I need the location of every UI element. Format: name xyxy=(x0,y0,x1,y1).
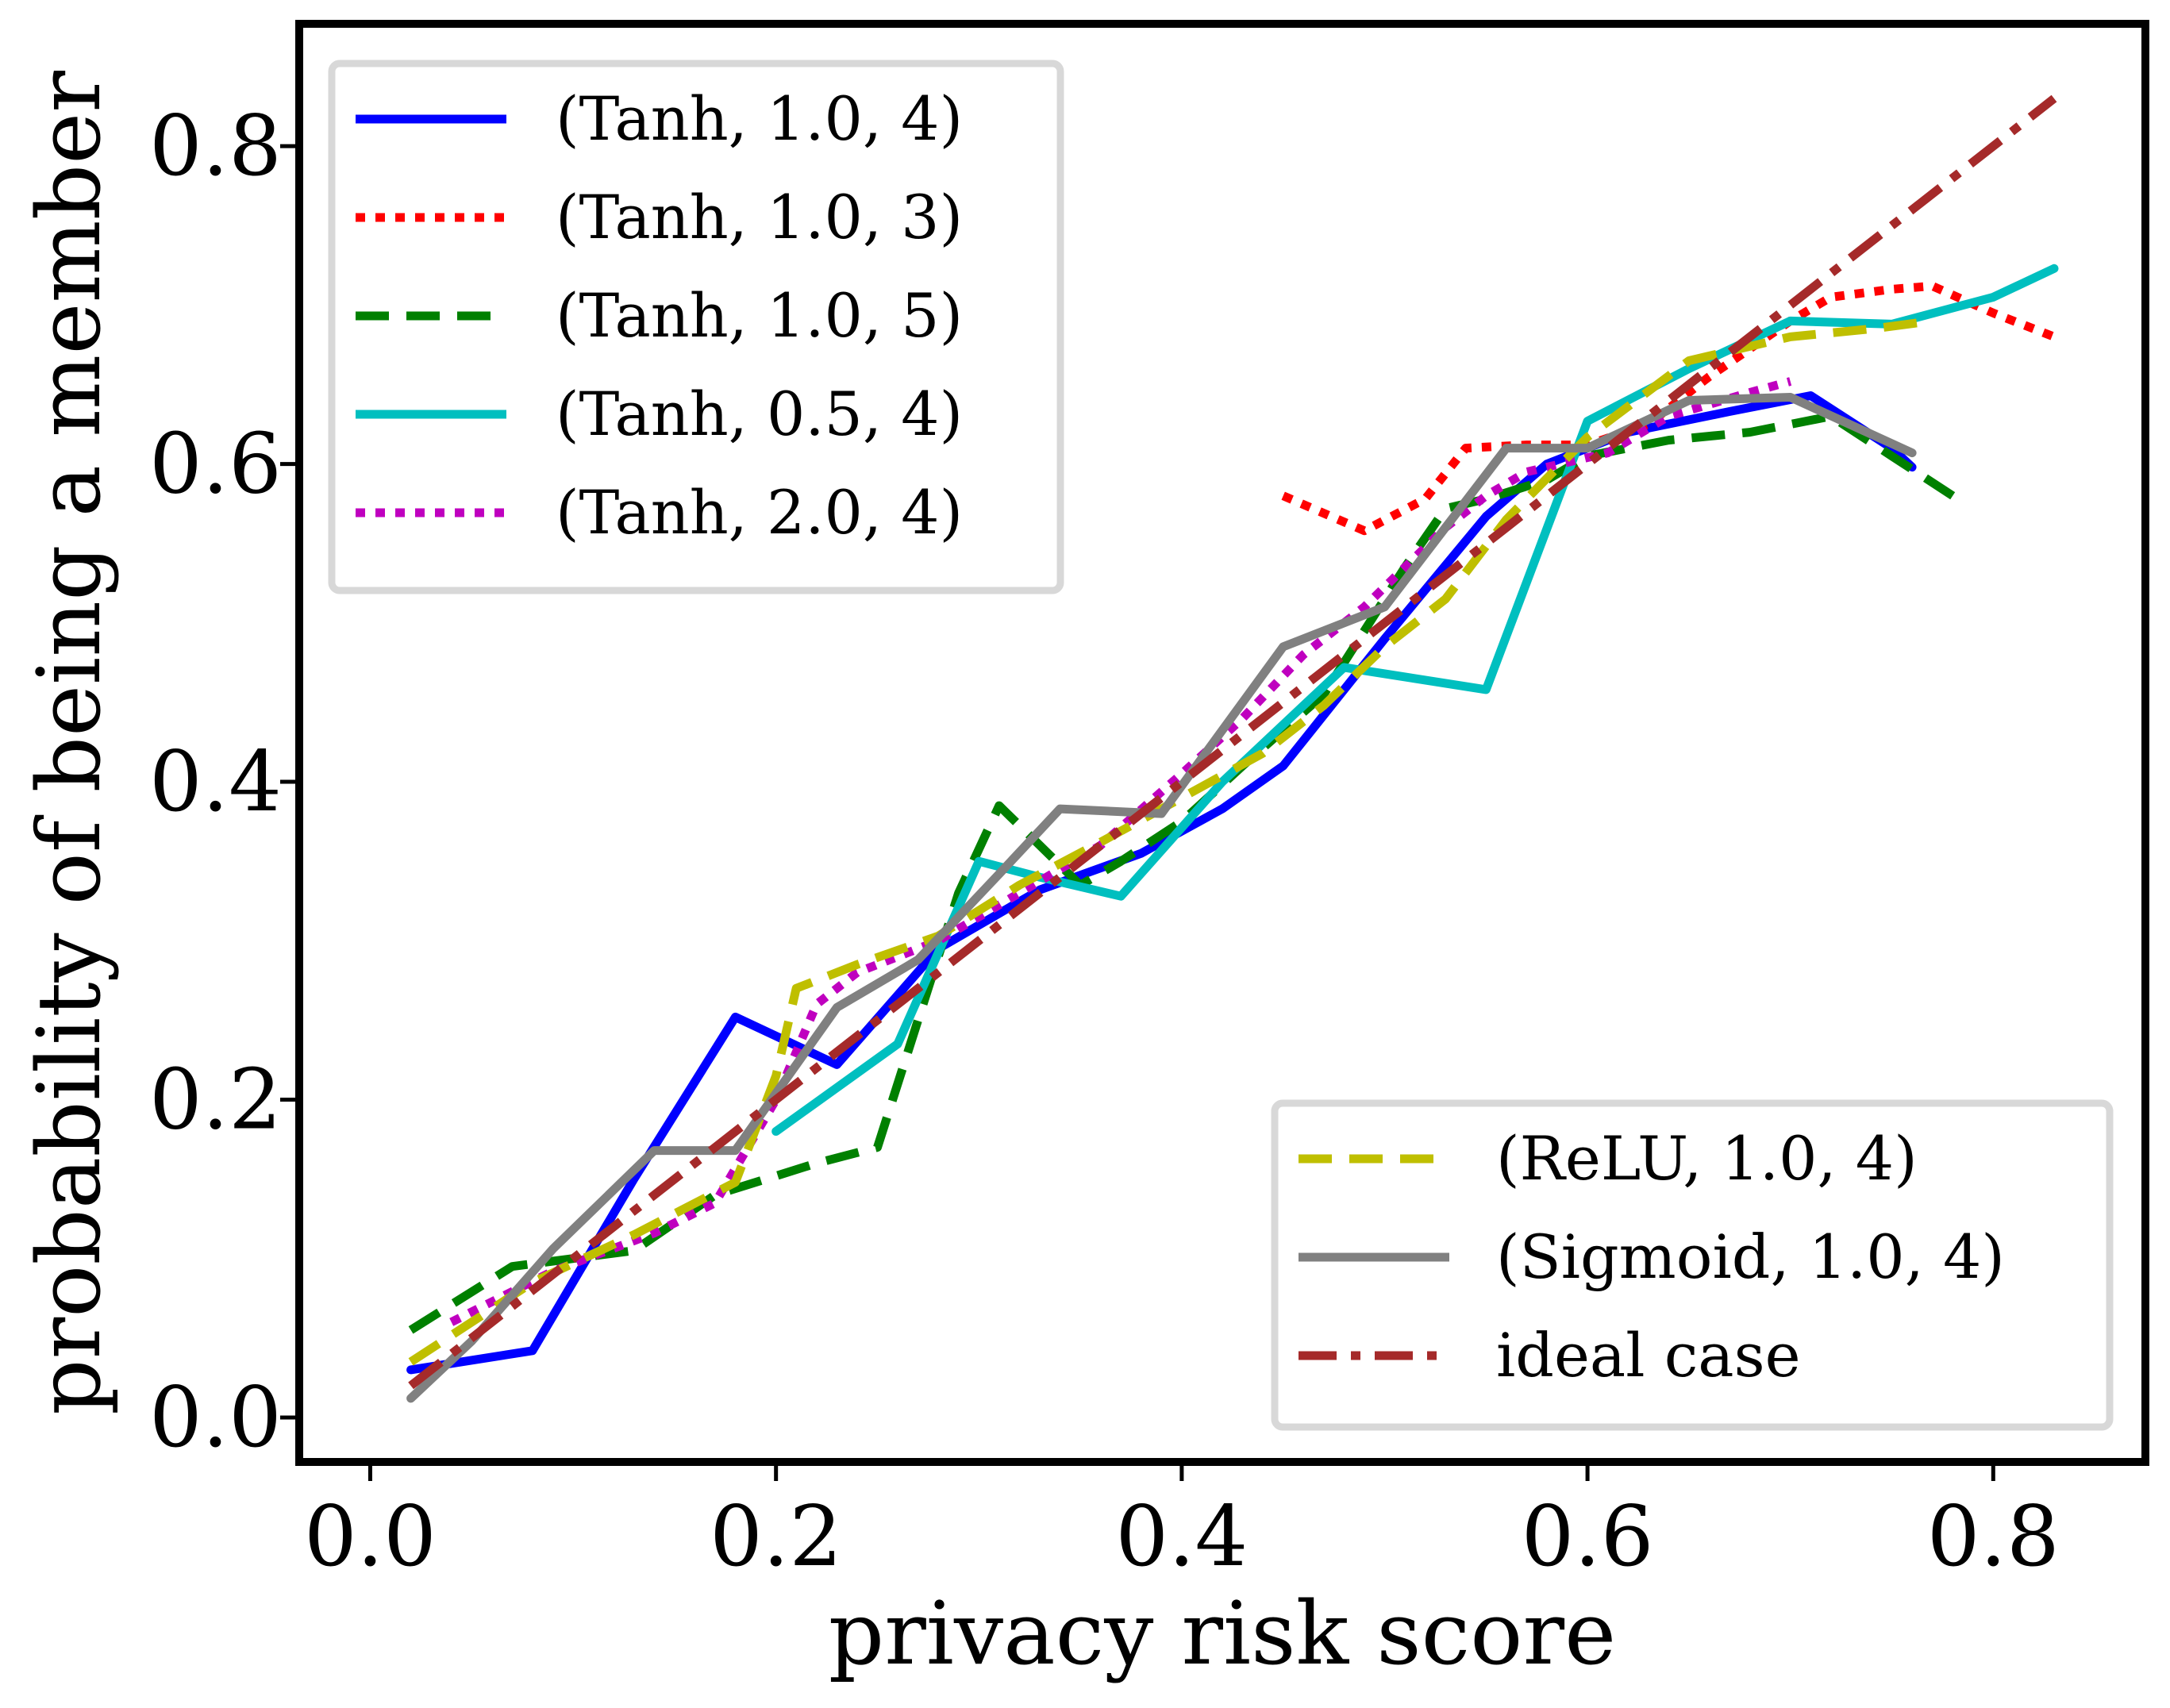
legend-frame xyxy=(1271,1099,2114,1431)
y-axis-label: probability of being a member xyxy=(18,71,120,1415)
y-tick-label: 0.4 xyxy=(149,733,282,830)
series-line-tanh-1-0-4 xyxy=(406,391,1917,1375)
legend-label-tanh-2-0-4: (Tanh, 2.0, 4) xyxy=(556,477,963,548)
x-tick-label: 0.6 xyxy=(1522,1488,1654,1585)
legend-label-tanh-1-0-4: (Tanh, 1.0, 4) xyxy=(556,83,963,154)
legend-label-ideal-case: ideal case xyxy=(1496,1320,1801,1391)
x-tick-label: 0.8 xyxy=(1927,1488,2060,1585)
y-tick-label: 0.8 xyxy=(149,98,282,194)
x-axis-label: privacy risk score xyxy=(829,1583,1616,1684)
legend-label-sigmoid-1-0-4: (Sigmoid, 1.0, 4) xyxy=(1496,1221,2005,1292)
y-tick-label: 0.0 xyxy=(149,1369,282,1466)
plot-frame xyxy=(295,20,2149,1466)
legend-label-tanh-0-5-4: (Tanh, 0.5, 4) xyxy=(556,379,963,449)
legend-lower-right: (ReLU, 1.0, 4) (Sigmoid, 1.0, 4) ideal cas… xyxy=(1271,1099,2114,1431)
x-tick-label: 0.4 xyxy=(1115,1488,1248,1585)
series-line-tanh-2-0-4 xyxy=(449,377,1792,1326)
x-tick-label: 0.2 xyxy=(710,1488,842,1585)
series-line-tanh-1-0-3 xyxy=(1281,281,2056,536)
series-line-ideal-case xyxy=(408,94,2057,1390)
series-line-tanh-0-5-4 xyxy=(771,264,2059,1136)
legend-label-relu-1-0-4: (ReLU, 1.0, 4) xyxy=(1496,1123,1918,1194)
legend-label-tanh-1-0-5: (Tanh, 1.0, 5) xyxy=(556,280,963,351)
y-tick-label: 0.2 xyxy=(149,1051,282,1148)
series-line-relu-1-0-4 xyxy=(408,316,1933,1366)
axis-ticks: 0.0 0.2 0.4 0.6 0.8 0.0 0.2 0.4 0.6 0.8 xyxy=(149,98,2060,1585)
legend-upper-left: (Tanh, 1.0, 4) (Tanh, 1.0, 3) (Tanh, 1.0, … xyxy=(328,60,1064,594)
y-tick-label: 0.6 xyxy=(149,416,282,513)
x-tick-label: 0.0 xyxy=(304,1488,437,1585)
legend-label-tanh-1-0-3: (Tanh, 1.0, 3) xyxy=(556,182,963,252)
series-layer xyxy=(406,94,2059,1403)
legend-frame xyxy=(328,60,1064,594)
